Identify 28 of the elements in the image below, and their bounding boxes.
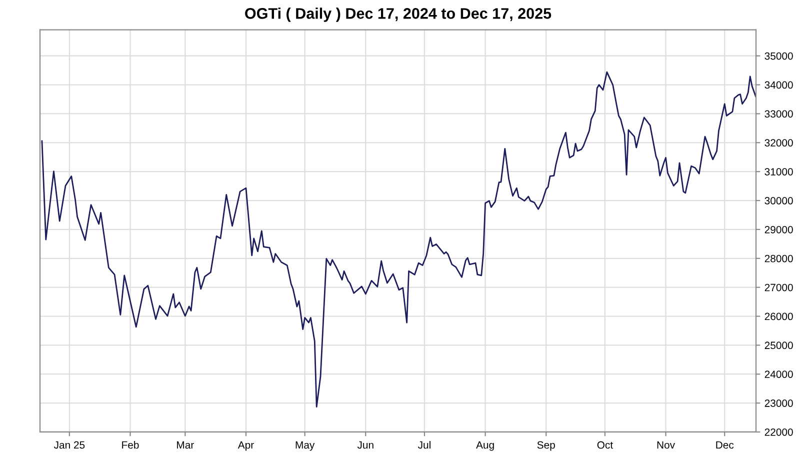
line-series [41, 71, 756, 408]
y-tick-label: 35000 [764, 52, 793, 60]
y-tick-label: 26000 [764, 312, 793, 320]
y-tick-label: 23000 [764, 400, 793, 407]
y-tick-label: 34000 [764, 81, 793, 89]
chart-title: OGTi ( Daily ) Dec 17, 2024 to Dec 17, 2025 [245, 8, 552, 22]
y-tick-label: 29000 [764, 226, 793, 234]
y-tick-label: 33000 [764, 110, 793, 118]
x-tick-label: Sep [537, 441, 555, 451]
x-tick-label: Jun [357, 441, 374, 449]
x-tick-label: Apr [238, 441, 254, 451]
y-tick-label: 30000 [764, 197, 793, 204]
y-tick-label: 24000 [764, 370, 793, 378]
y-tick-label: 32000 [764, 139, 793, 147]
x-tick-label: Mar [177, 441, 194, 449]
x-tick-label: Nov [657, 441, 675, 449]
x-tick-label: Dec [716, 441, 734, 449]
x-tick-label: Aug [476, 441, 494, 451]
x-tick-label: Jul [418, 441, 430, 449]
x-tick-label: Feb [122, 441, 139, 449]
y-tick-label: 27000 [764, 284, 793, 292]
y-tick-label: 22000 [764, 428, 793, 436]
y-tick-label: 25000 [764, 342, 793, 350]
x-tick-label: Oct [597, 441, 613, 449]
y-tick-label: 28000 [764, 254, 793, 262]
x-tick-label: Jan 25 [54, 441, 85, 449]
x-tick-label: May [296, 441, 315, 451]
y-tick-label: 31000 [764, 168, 793, 176]
